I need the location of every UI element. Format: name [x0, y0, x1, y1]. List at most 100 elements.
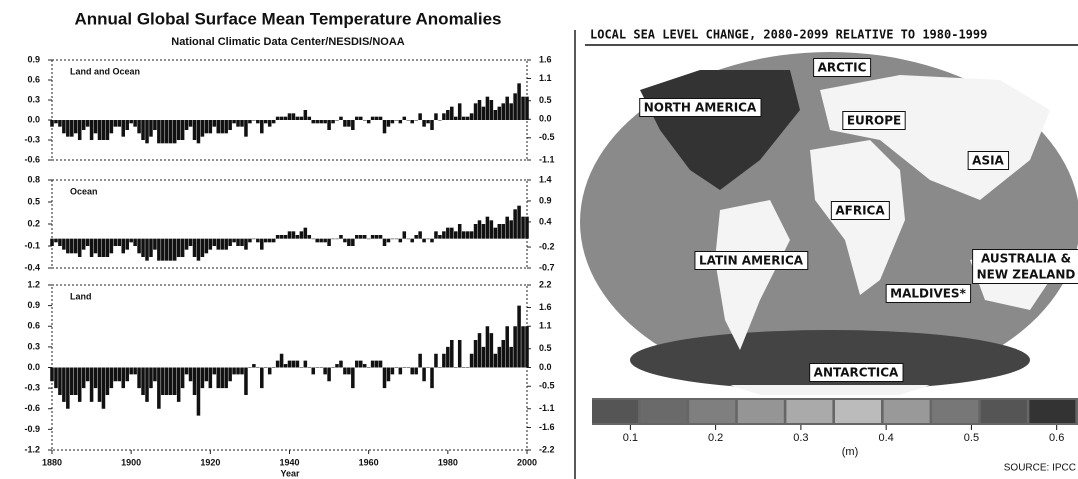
bar [149, 239, 153, 257]
bar [216, 239, 220, 250]
bar [86, 120, 90, 127]
bar [86, 368, 90, 382]
bar [260, 239, 264, 250]
bar [391, 120, 395, 123]
bar [501, 103, 505, 120]
colorbar-swatch [592, 400, 638, 423]
bar [193, 368, 197, 396]
bar [525, 97, 529, 120]
bar [78, 120, 82, 140]
bar [62, 368, 66, 402]
bar [129, 120, 133, 123]
bar [288, 231, 292, 238]
bar [94, 120, 98, 133]
bar [276, 235, 280, 239]
bar [454, 231, 458, 238]
bar [494, 228, 498, 239]
bar [50, 120, 54, 127]
bar [141, 368, 145, 396]
bar [470, 113, 474, 120]
bar [209, 368, 213, 389]
bar [391, 239, 395, 240]
bar [189, 368, 193, 382]
bar [304, 361, 308, 368]
bar [228, 368, 232, 382]
bar [323, 239, 327, 243]
bar [110, 120, 114, 133]
bar [418, 231, 422, 238]
panel-label: Ocean [70, 186, 98, 196]
bar [494, 110, 498, 120]
bar [121, 368, 125, 389]
bar [121, 120, 125, 137]
bar [311, 120, 315, 123]
bar [205, 239, 209, 254]
bar [141, 120, 145, 140]
bar [244, 239, 248, 250]
bar [339, 235, 343, 239]
bar [268, 120, 272, 127]
bar [90, 239, 94, 257]
bar [406, 120, 410, 121]
bar [474, 340, 478, 368]
bar [232, 239, 236, 243]
bar [426, 120, 430, 123]
y2-tick-label: -0.2 [539, 241, 555, 251]
bar [501, 340, 505, 368]
bar [351, 368, 355, 389]
bar [177, 239, 181, 257]
bar [323, 368, 327, 375]
bar [319, 239, 323, 243]
bar [430, 120, 434, 130]
bar [197, 239, 201, 261]
bar [62, 120, 66, 133]
bar [296, 235, 300, 239]
bar [224, 239, 228, 250]
bar [90, 120, 94, 140]
bar [82, 368, 86, 389]
bar [161, 368, 165, 396]
bar [157, 120, 161, 143]
bar [446, 110, 450, 120]
bar [359, 361, 363, 368]
bar [236, 239, 240, 246]
bar [185, 120, 189, 130]
bar [462, 368, 466, 369]
bar [343, 368, 347, 375]
y2-tick-label: 2.2 [539, 279, 552, 289]
y2-tick-label: 0.0 [539, 362, 552, 372]
panel-label: Land and Ocean [70, 66, 140, 76]
bar [454, 368, 458, 369]
bar [224, 120, 228, 133]
y-tick-label: 0.0 [27, 362, 40, 372]
region-name: NEW ZEALAND [977, 268, 1076, 282]
bar [157, 239, 161, 261]
bar [470, 354, 474, 368]
x-tick-label: 1980 [438, 457, 458, 467]
bar [319, 368, 323, 369]
bar [292, 231, 296, 238]
bar [327, 120, 331, 130]
x-tick-label: 1900 [121, 457, 141, 467]
bar [498, 347, 502, 368]
bar [58, 239, 62, 246]
colorbar-swatch [1029, 400, 1075, 423]
bar [102, 239, 106, 257]
bar [391, 368, 395, 375]
bar [209, 239, 213, 250]
bar [478, 220, 482, 238]
bar [351, 120, 355, 130]
y2-tick-label: 1.4 [539, 174, 552, 184]
bar [478, 100, 482, 120]
bar [304, 110, 308, 120]
x-tick-label: 2000 [517, 457, 537, 467]
bar [442, 113, 446, 120]
bar [498, 107, 502, 120]
colorbar-tick-label: 0.5 [964, 432, 979, 444]
bar [236, 120, 240, 127]
colorbar-tick-label: 0.4 [879, 432, 894, 444]
colorbar-swatch [738, 400, 784, 423]
bar [240, 239, 244, 246]
bar [406, 368, 410, 369]
bar [66, 368, 70, 409]
